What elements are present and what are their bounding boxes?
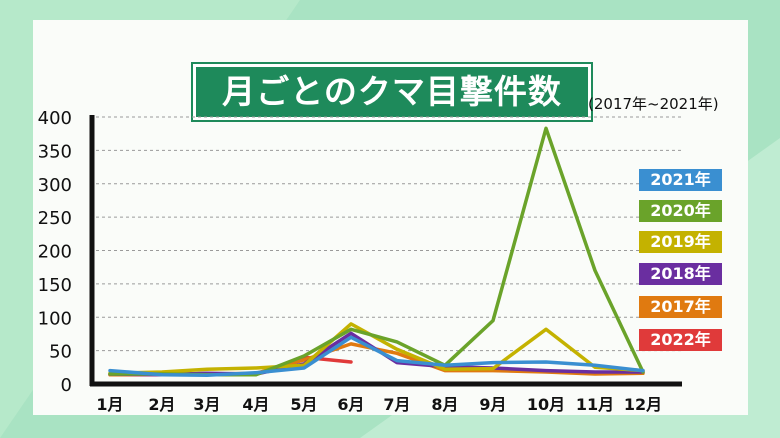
series-line xyxy=(108,335,645,378)
series-line xyxy=(108,126,645,377)
legend-item: 2022年 xyxy=(639,329,722,351)
x-tick-label: 4月 xyxy=(242,395,269,414)
y-tick-label: 300 xyxy=(38,175,72,196)
chart-subtitle: (2017年~2021年) xyxy=(588,95,719,113)
legend-item: 2020年 xyxy=(639,200,722,222)
y-tick-label: 100 xyxy=(38,308,72,329)
y-tick-label: 350 xyxy=(38,141,72,162)
y-tick-label: 250 xyxy=(38,208,72,229)
y-tick-label: 400 xyxy=(38,108,72,129)
x-tick-label: 1月 xyxy=(96,395,123,414)
x-tick-label: 6月 xyxy=(337,395,364,414)
legend-item: 2017年 xyxy=(639,296,722,318)
x-tick-label: 8月 xyxy=(431,395,458,414)
y-tick-label: 200 xyxy=(38,242,72,263)
x-tick-label: 2月 xyxy=(148,395,175,414)
chart-title: 月ごとのクマ目撃件数 xyxy=(193,64,591,120)
legend-item: 2021年 xyxy=(639,169,722,191)
y-tick-label: 50 xyxy=(49,342,72,363)
x-tick-label: 9月 xyxy=(479,395,506,414)
x-tick-label: 10月 xyxy=(527,395,565,414)
x-tick-label: 3月 xyxy=(193,395,220,414)
y-tick-label: 0 xyxy=(61,375,72,396)
x-tick-label: 11月 xyxy=(576,395,614,414)
legend-item: 2019年 xyxy=(639,231,722,253)
y-tick-label: 150 xyxy=(38,275,72,296)
x-tick-label: 7月 xyxy=(383,395,410,414)
x-tick-label: 5月 xyxy=(290,395,317,414)
x-tick-label: 12月 xyxy=(624,395,662,414)
legend-item: 2018年 xyxy=(639,263,722,285)
